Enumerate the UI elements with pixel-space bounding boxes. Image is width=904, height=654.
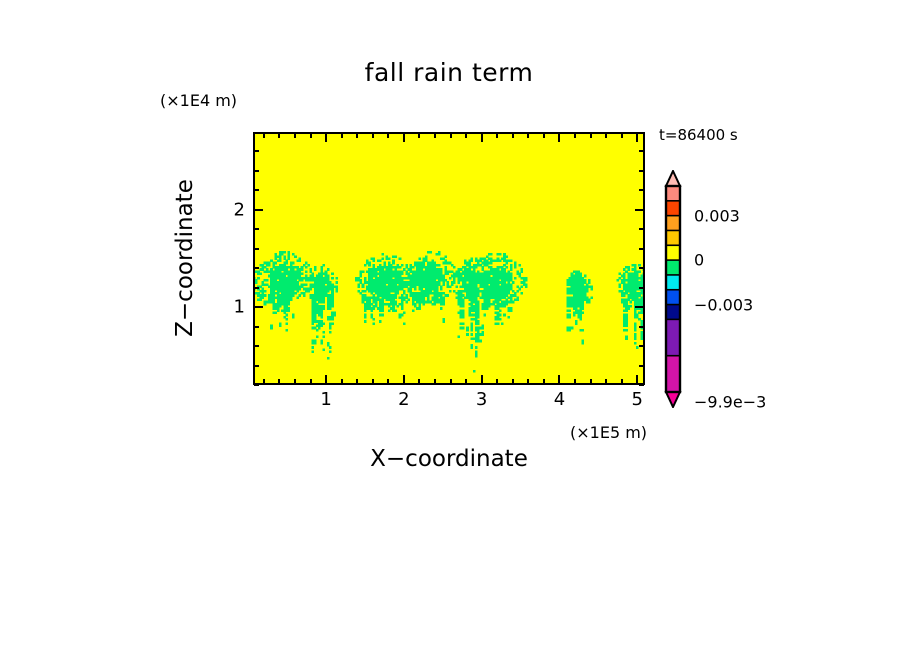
y-minor-tick-right bbox=[639, 325, 644, 328]
y-minor-tick-right bbox=[639, 384, 644, 386]
y-axis-unit-label: (×1E4 m) bbox=[160, 91, 238, 110]
x-minor-tick-top bbox=[511, 133, 514, 138]
x-major-tick-top bbox=[402, 133, 405, 142]
y-tick-label: 1 bbox=[233, 296, 245, 318]
x-major-tick-top bbox=[480, 133, 483, 142]
y-minor-tick-right bbox=[639, 267, 644, 270]
x-minor-tick bbox=[589, 379, 592, 384]
y-major-tick bbox=[254, 208, 263, 211]
x-minor-tick bbox=[262, 379, 265, 384]
x-tick-label: 3 bbox=[475, 389, 488, 410]
x-major-tick-top bbox=[558, 133, 561, 142]
y-minor-tick bbox=[254, 345, 259, 348]
x-minor-tick-top bbox=[496, 133, 499, 138]
x-minor-tick-top bbox=[542, 133, 545, 138]
x-minor-tick-top bbox=[278, 133, 281, 138]
time-annotation: t=86400 s bbox=[659, 126, 738, 144]
x-minor-tick bbox=[418, 379, 421, 384]
x-minor-tick bbox=[434, 379, 436, 384]
y-major-tick-right bbox=[635, 208, 644, 211]
y-minor-tick-right bbox=[639, 247, 644, 250]
x-minor-tick-top bbox=[309, 133, 312, 138]
y-minor-tick bbox=[254, 325, 259, 328]
x-minor-tick-top bbox=[589, 133, 592, 138]
x-major-tick bbox=[402, 375, 405, 384]
y-minor-tick-right bbox=[639, 228, 644, 231]
x-minor-tick bbox=[511, 379, 514, 384]
y-minor-tick bbox=[254, 384, 259, 386]
x-minor-tick bbox=[371, 379, 374, 384]
colorbar-tick-label: −9.9e−3 bbox=[694, 392, 767, 412]
x-axis-title: X−coordinate bbox=[370, 446, 528, 472]
y-minor-tick bbox=[254, 286, 259, 289]
x-minor-tick-top bbox=[527, 133, 530, 138]
x-minor-tick-top bbox=[356, 133, 359, 138]
x-minor-tick bbox=[605, 379, 608, 384]
x-tick-label: 5 bbox=[631, 389, 643, 410]
x-minor-tick-top bbox=[371, 133, 374, 138]
x-minor-tick bbox=[294, 379, 296, 384]
y-major-tick bbox=[254, 306, 263, 309]
y-axis-title: Z−coordinate bbox=[172, 179, 198, 337]
x-major-tick bbox=[558, 375, 561, 384]
y-minor-tick bbox=[254, 169, 259, 172]
x-minor-tick-top bbox=[434, 133, 436, 138]
x-minor-tick bbox=[465, 379, 468, 384]
x-minor-tick-top bbox=[387, 133, 390, 138]
y-major-tick-right bbox=[635, 306, 644, 309]
y-minor-tick bbox=[254, 150, 259, 153]
x-minor-tick-top bbox=[574, 133, 576, 138]
x-minor-tick-top bbox=[605, 133, 608, 138]
plot-area bbox=[253, 132, 645, 385]
y-minor-tick bbox=[254, 228, 259, 231]
x-minor-tick-top bbox=[294, 133, 296, 138]
x-minor-tick-top bbox=[418, 133, 421, 138]
y-minor-tick-right bbox=[639, 189, 644, 192]
x-minor-tick-top bbox=[340, 133, 343, 138]
y-minor-tick-right bbox=[639, 169, 644, 172]
x-minor-tick bbox=[574, 379, 576, 384]
x-minor-tick bbox=[496, 379, 499, 384]
x-major-tick bbox=[325, 375, 328, 384]
colorbar-gradient bbox=[664, 170, 682, 408]
y-minor-tick-right bbox=[639, 345, 644, 348]
x-tick-label: 1 bbox=[320, 389, 332, 410]
x-minor-tick bbox=[527, 379, 530, 384]
x-major-tick bbox=[636, 375, 639, 384]
y-minor-tick bbox=[254, 247, 259, 250]
x-minor-tick bbox=[542, 379, 545, 384]
x-minor-tick-top bbox=[620, 133, 623, 138]
x-minor-tick-top bbox=[262, 133, 265, 138]
x-major-tick bbox=[480, 375, 483, 384]
x-minor-tick bbox=[620, 379, 623, 384]
x-minor-tick bbox=[340, 379, 343, 384]
y-minor-tick-right bbox=[639, 364, 644, 367]
x-minor-tick-top bbox=[465, 133, 468, 138]
colorbar bbox=[656, 170, 690, 408]
colorbar-tick-label: 0.003 bbox=[694, 206, 740, 226]
colorbar-tick-label: 0 bbox=[694, 250, 705, 270]
x-axis-unit-label: (×1E5 m) bbox=[570, 423, 648, 442]
x-minor-tick-top bbox=[449, 133, 452, 138]
y-minor-tick bbox=[254, 267, 259, 270]
x-minor-tick bbox=[387, 379, 390, 384]
y-minor-tick bbox=[254, 364, 259, 367]
y-tick-label: 2 bbox=[233, 199, 245, 221]
y-minor-tick bbox=[254, 189, 259, 192]
x-minor-tick bbox=[356, 379, 359, 384]
y-minor-tick-right bbox=[639, 286, 644, 289]
colorbar-tick-label: −0.003 bbox=[694, 295, 754, 315]
x-minor-tick bbox=[309, 379, 312, 384]
x-minor-tick bbox=[449, 379, 452, 384]
page-title: fall rain term bbox=[364, 58, 534, 87]
x-major-tick-top bbox=[325, 133, 328, 142]
x-tick-label: 2 bbox=[398, 389, 410, 410]
x-major-tick-top bbox=[636, 133, 639, 142]
y-minor-tick-right bbox=[639, 150, 644, 153]
heatmap-field bbox=[255, 134, 643, 383]
x-tick-label: 4 bbox=[553, 389, 566, 410]
x-minor-tick bbox=[278, 379, 281, 384]
